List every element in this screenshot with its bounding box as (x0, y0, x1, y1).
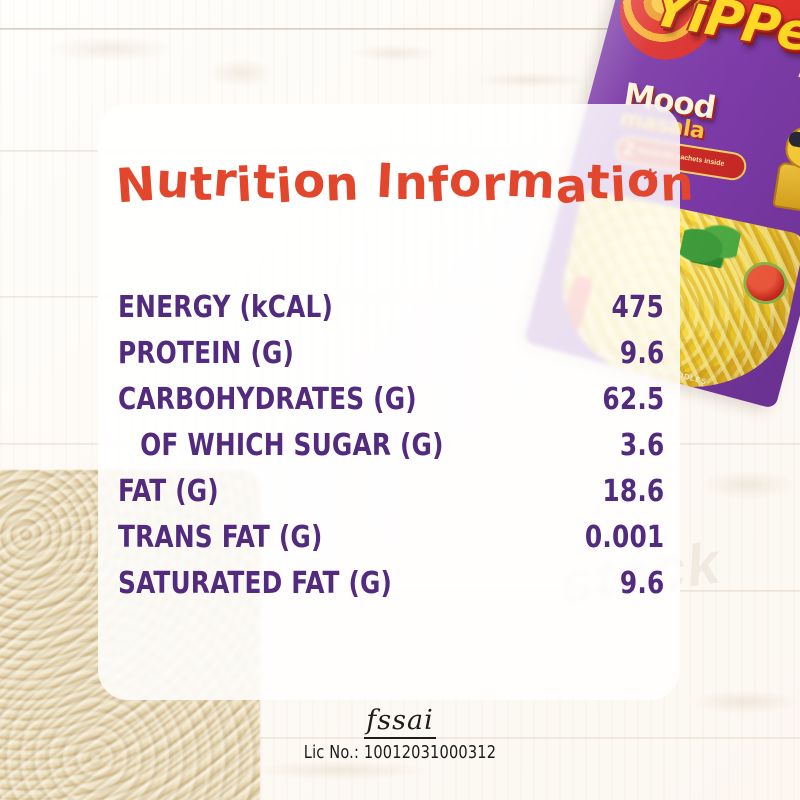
table-row: TRANS FAT (G) 0.001 (118, 520, 664, 566)
fssai-block: fssai Lic No.: 10012031000312 (0, 706, 800, 763)
nutrient-label: SATURATED FAT (G) (118, 566, 393, 601)
table-row: CARBOHYDRATES (G) 62.5 (118, 382, 664, 428)
fssai-license-number: Lic No.: 10012031000312 (303, 741, 497, 763)
table-row: FAT (G) 18.6 (118, 474, 664, 520)
nutrient-value: 18.6 (601, 474, 664, 509)
nutrient-value: 9.6 (619, 566, 664, 601)
nutrient-value: 475 (611, 290, 664, 325)
nutrient-value: 0.001 (584, 520, 664, 555)
wood-grain-mark (350, 44, 440, 62)
table-row: SATURATED FAT (G) 9.6 (118, 566, 664, 612)
page-title: Nutrition Information (114, 151, 695, 216)
table-row: OF WHICH SUGAR (G) 3.6 (118, 428, 664, 474)
nutrient-label: FAT (G) (118, 474, 219, 509)
wood-grain-mark (206, 58, 276, 88)
nutrient-label: ENERGY (kCAL) (118, 290, 334, 325)
nutrient-label: OF WHICH SUGAR (G) (140, 428, 444, 463)
table-row: ENERGY (kCAL) 475 (118, 290, 664, 336)
nutrient-label: TRANS FAT (G) (118, 520, 323, 555)
nutrient-value: 3.6 (619, 428, 664, 463)
nutrient-label: PROTEIN (G) (118, 336, 295, 371)
wood-grain-mark (470, 72, 590, 88)
fssai-logo: fssai (364, 706, 436, 739)
nutrient-value: 9.6 (619, 336, 664, 371)
wood-grain-mark (46, 36, 176, 62)
nutrient-value: 62.5 (601, 382, 664, 417)
nutrition-information-card: Nutrition Information * ENERGY (kCAL) 47… (98, 104, 695, 700)
wood-grain-mark (700, 470, 796, 500)
wood-grain-mark (690, 690, 800, 714)
wood-grain-mark (250, 760, 430, 780)
title-asterisk: * (643, 163, 658, 196)
table-row: PROTEIN (G) 9.6 (118, 336, 664, 382)
nutrition-table: ENERGY (kCAL) 475 PROTEIN (G) 9.6 CARBOH… (118, 290, 664, 612)
nutrient-label: CARBOHYDRATES (G) (118, 382, 417, 417)
